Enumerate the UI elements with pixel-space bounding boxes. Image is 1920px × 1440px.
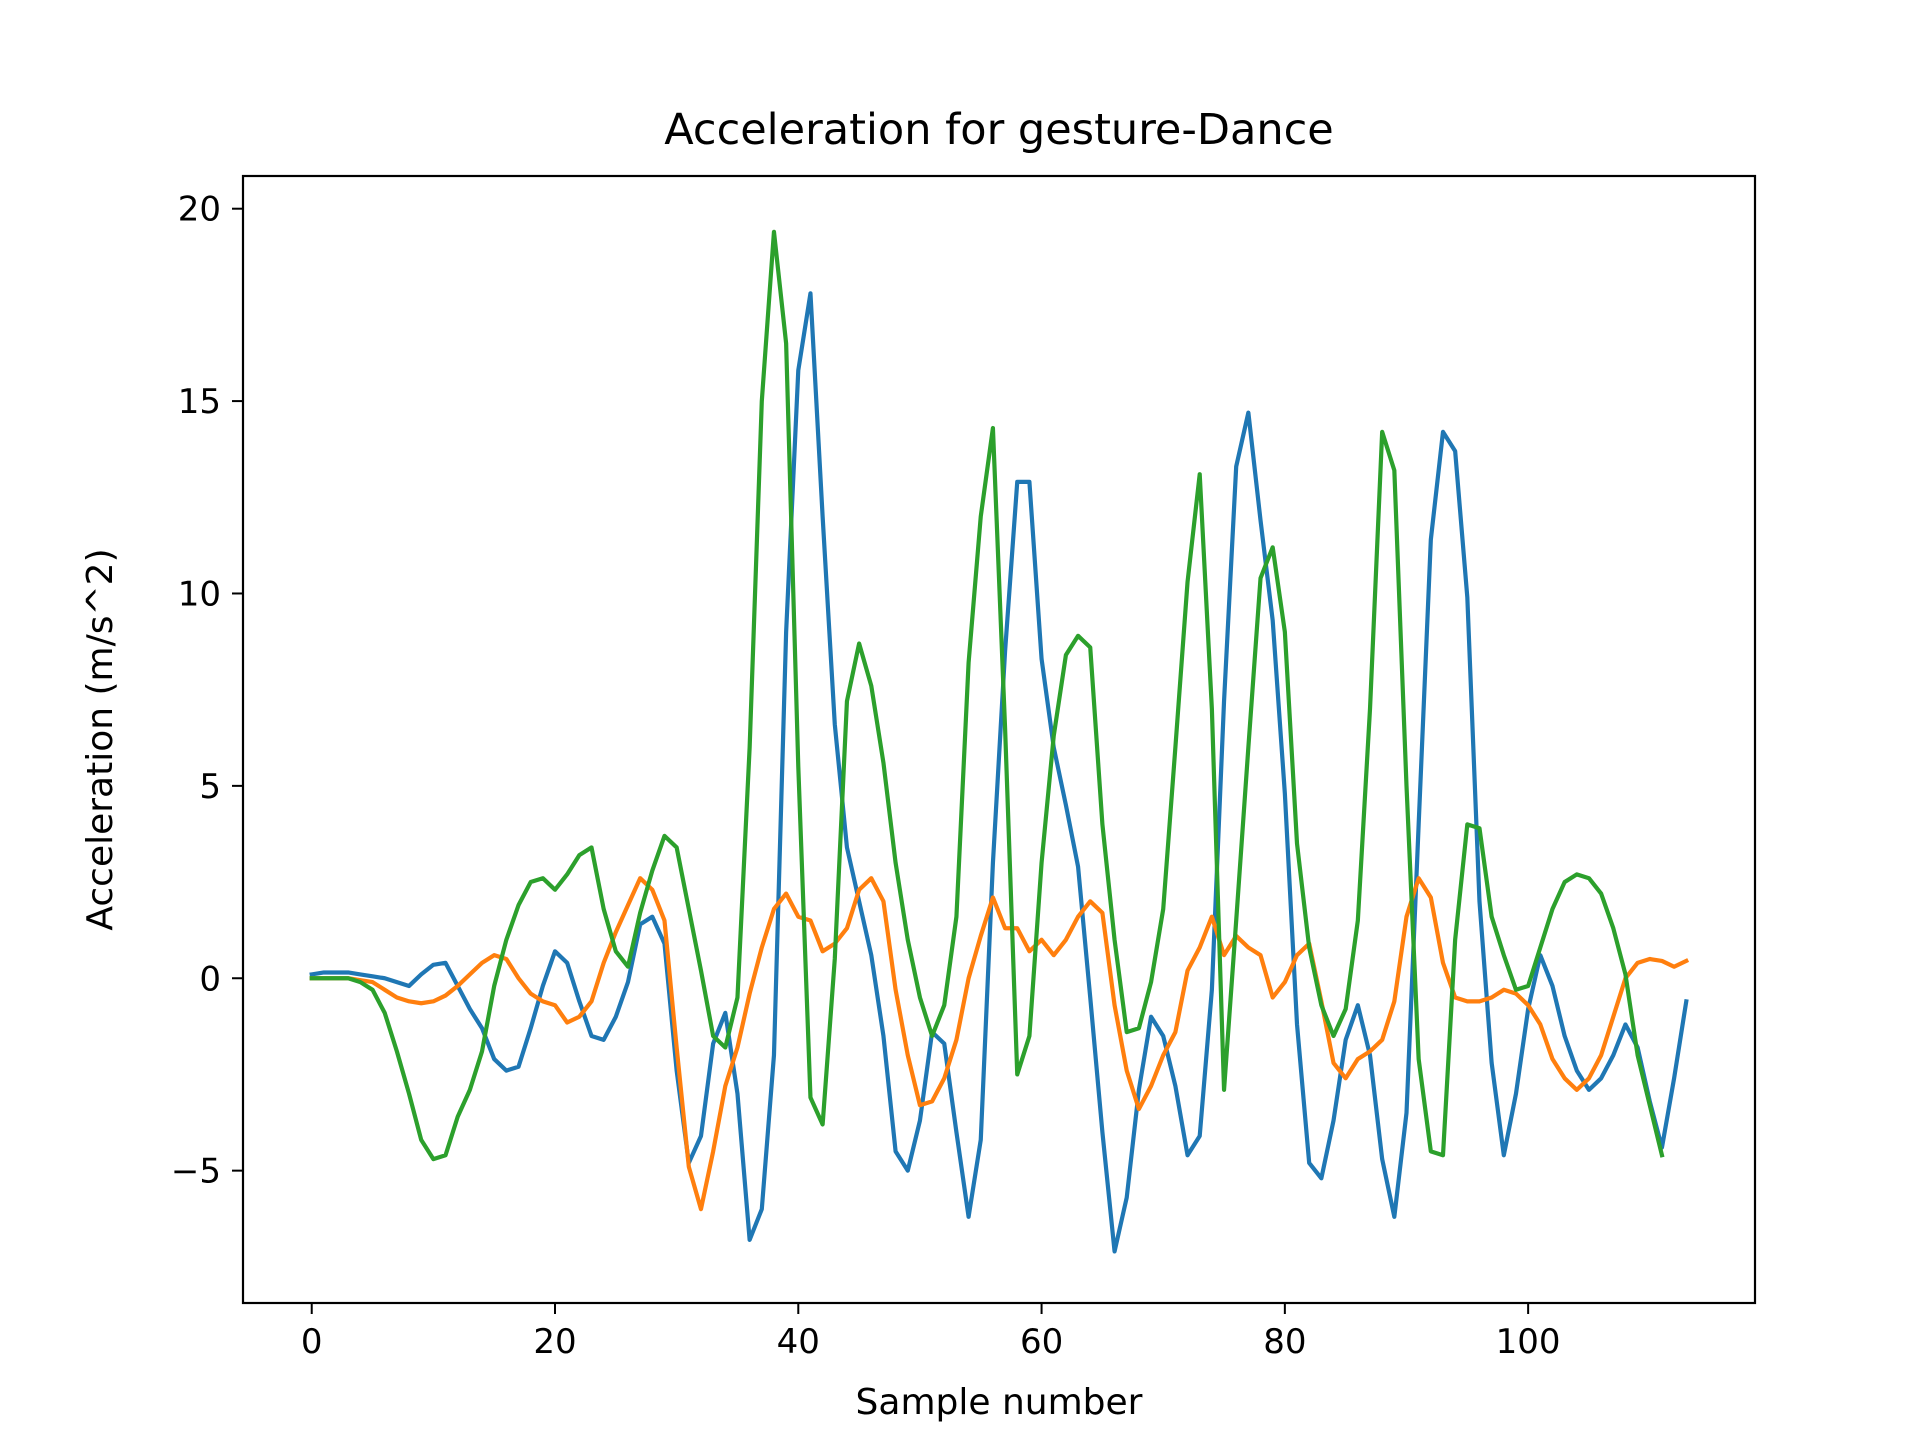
x-tick-label: 60 — [1020, 1322, 1063, 1362]
y-tick-label: 15 — [178, 382, 221, 422]
x-tick-label: 100 — [1496, 1322, 1561, 1362]
y-tick-label: −5 — [171, 1152, 221, 1192]
x-axis-ticks: 0 20 40 60 80 100 — [301, 1303, 1561, 1362]
x-tick-label: 80 — [1263, 1322, 1306, 1362]
series-line-2 — [309, 876, 1690, 1212]
x-tick-label: 40 — [777, 1322, 820, 1362]
plot-frame — [241, 174, 1757, 1305]
series-line-3 — [309, 229, 1665, 1162]
y-tick-label: 20 — [178, 190, 221, 230]
series-layer — [309, 229, 1690, 1254]
y-axis-ticks: −5 0 5 10 15 20 — [171, 190, 243, 1192]
y-tick-label: 5 — [199, 767, 221, 807]
y-tick-label: 10 — [178, 574, 221, 614]
x-axis-label: Sample number — [856, 1382, 1143, 1423]
y-axis-label: Acceleration (m/s^2) — [80, 548, 121, 930]
x-tick-label: 20 — [533, 1322, 576, 1362]
series-line-1 — [309, 291, 1689, 1254]
y-tick-label: 0 — [199, 959, 221, 999]
chart-title: Acceleration for gesture-Dance — [664, 105, 1333, 155]
x-tick-label: 0 — [301, 1322, 323, 1362]
